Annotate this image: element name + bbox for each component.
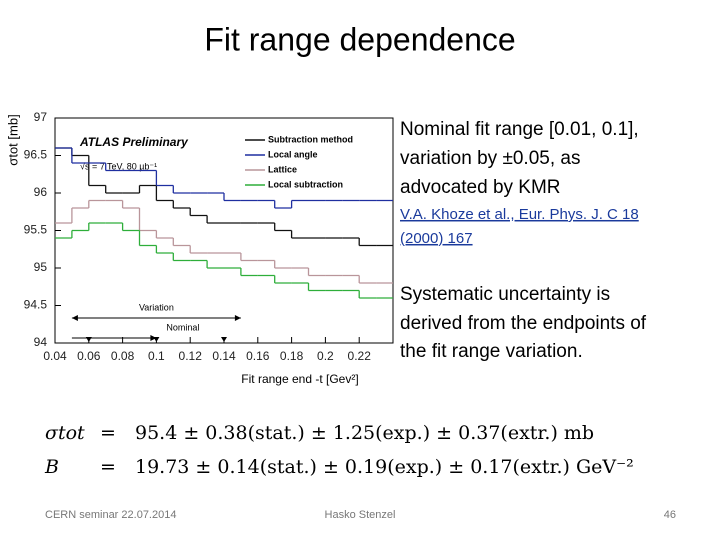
reference-link[interactable]: (2000) 167 — [400, 230, 473, 247]
bullet-line: Systematic uncertainty is — [400, 284, 610, 305]
legend-label: Lattice — [268, 164, 297, 174]
x-tick-label: 0.16 — [246, 349, 270, 363]
y-tick-label: 94 — [34, 335, 48, 349]
x-tick-label: 0.18 — [280, 349, 304, 363]
bullet-line: advocated by KMR — [400, 177, 561, 198]
legend-label: Subtraction method — [268, 134, 353, 144]
bullet-line: the fit range variation. — [400, 341, 583, 362]
bullet-line: variation by ±0.05, as — [400, 148, 580, 169]
y-tick-label: 96.5 — [24, 148, 48, 162]
x-tick-label: 0.08 — [111, 349, 135, 363]
x-tick-label: 0.22 — [348, 349, 372, 363]
annotation: Nominal — [166, 322, 199, 332]
arrow-head — [150, 335, 157, 341]
plot-frame — [54, 117, 394, 344]
x-tick-label: 0.06 — [77, 349, 101, 363]
annotation: Variation — [139, 302, 174, 312]
y-tick-label: 96 — [34, 185, 48, 199]
formula-expression: 95.4 ± 0.38(stat.) ± 1.25(exp.) ± 0.37(e… — [135, 422, 594, 444]
slide-title: Fit range dependence — [204, 21, 515, 57]
y-tick-label: 95 — [34, 260, 48, 274]
x-tick-label: 0.12 — [179, 349, 203, 363]
page-number: 46 — [664, 509, 676, 521]
formula-equals: = — [100, 422, 116, 444]
x-tick-label: 0.04 — [43, 349, 67, 363]
footer-center: Hasko Stenzel — [325, 509, 396, 521]
x-tick-label: 0.1 — [148, 349, 165, 363]
footer-left: CERN seminar 22.07.2014 — [45, 509, 176, 521]
formula-equals: = — [100, 456, 116, 478]
x-axis-title: Fit range end -t [Gev²] — [241, 372, 358, 386]
annotation: ATLAS Preliminary — [79, 135, 189, 149]
formula-symbol: B — [44, 456, 59, 478]
x-tick-label: 0.2 — [317, 349, 334, 363]
range-marker — [221, 337, 227, 342]
x-tick-label: 0.14 — [212, 349, 236, 363]
reference-link[interactable]: V.A. Khoze et al., Eur. Phys. J. C 18 — [400, 206, 639, 223]
annotation: √s = 7 TeV, 80 µb⁻¹ — [80, 161, 157, 171]
formula-expression: 19.73 ± 0.14(stat.) ± 0.19(exp.) ± 0.17(… — [135, 456, 634, 478]
bullet-line: derived from the endpoints of — [400, 313, 647, 334]
y-tick-label: 95.5 — [24, 223, 48, 237]
y-tick-label: 94.5 — [24, 298, 48, 312]
y-axis-title: σtot [mb] — [5, 114, 20, 165]
y-tick-label: 97 — [34, 110, 48, 124]
bullet-line: Nominal fit range [0.01, 0.1], — [400, 119, 639, 140]
legend-label: Local subtraction — [268, 179, 343, 189]
formula-symbol: σtot — [45, 422, 85, 444]
legend-label: Local angle — [268, 149, 318, 159]
